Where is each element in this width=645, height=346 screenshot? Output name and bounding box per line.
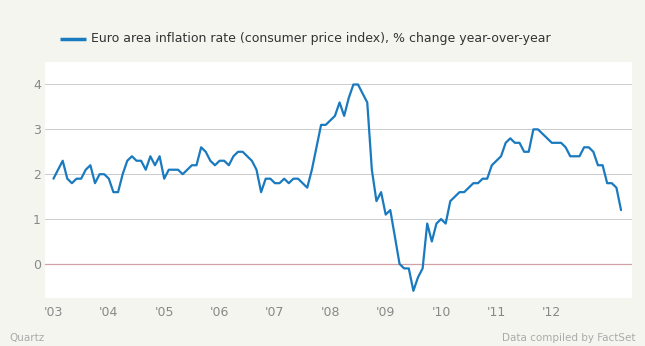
Text: Quartz: Quartz <box>10 333 45 343</box>
Text: Data compiled by FactSet: Data compiled by FactSet <box>502 333 635 343</box>
Text: Euro area inflation rate (consumer price index), % change year-over-year: Euro area inflation rate (consumer price… <box>91 32 551 45</box>
